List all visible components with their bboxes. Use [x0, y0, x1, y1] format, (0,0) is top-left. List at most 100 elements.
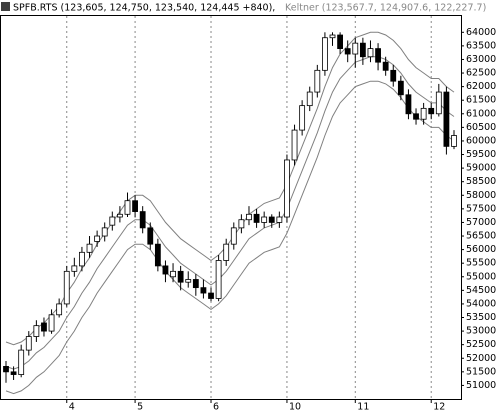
candle-body	[192, 279, 199, 289]
candle-body	[147, 227, 154, 245]
candle-body	[41, 322, 47, 332]
y-tick-label: 54000	[466, 298, 496, 309]
candle-body	[124, 200, 131, 215]
y-tick-label: 59500	[466, 149, 496, 160]
y-tick-label: 57500	[466, 203, 496, 214]
candle-body	[177, 270, 184, 283]
candle-body	[435, 91, 442, 115]
candle-body	[48, 314, 55, 332]
keltner-upper	[5, 31, 455, 346]
y-tick-label: 56500	[466, 231, 496, 242]
keltner-lower	[5, 80, 455, 395]
y-tick-label: 63000	[466, 54, 496, 65]
candle-body	[451, 135, 457, 147]
candle-body	[291, 129, 298, 161]
y-tick-label: 61000	[466, 108, 496, 119]
x-tick-label: 6	[213, 402, 219, 413]
candle-body	[230, 227, 237, 245]
y-tick-label: 62000	[466, 81, 496, 92]
y-tick-label: 54500	[466, 285, 496, 296]
y-tick-label: 51500	[466, 366, 496, 377]
candle-body	[443, 91, 450, 147]
symbol-icon	[1, 2, 10, 11]
candle-body	[56, 303, 63, 316]
y-tick-label: 52500	[466, 339, 496, 350]
candle-body	[329, 34, 336, 39]
candle-body	[116, 213, 123, 218]
candle-body	[3, 366, 9, 373]
y-tick-label: 55000	[466, 271, 496, 282]
candle-body	[306, 91, 313, 107]
candle-body	[79, 251, 85, 267]
candle-body	[314, 69, 321, 93]
candle-body	[86, 243, 93, 253]
x-tick-label: 12	[433, 402, 445, 413]
candle-body	[132, 200, 138, 212]
candle-body	[94, 235, 101, 242]
y-tick-label: 57000	[466, 217, 496, 228]
candle-body	[344, 48, 351, 55]
y-tick-label: 60500	[466, 122, 496, 133]
candle-body	[405, 94, 412, 115]
y-tick-label: 59000	[466, 163, 496, 174]
x-tick-label: 4	[69, 402, 75, 413]
candle-body	[299, 105, 306, 131]
candle-body	[375, 48, 381, 63]
candle-body	[25, 336, 32, 351]
candle-body	[139, 211, 146, 229]
chart-subtitle: Keltner (123,567.7, 124,907.6, 122,227.7…	[285, 3, 486, 14]
x-tick-label: 11	[357, 402, 369, 413]
candle-body	[208, 292, 214, 299]
candle-body	[185, 279, 192, 283]
y-tick-label: 64000	[466, 27, 496, 38]
candle-body	[10, 371, 17, 375]
candle-body	[284, 159, 290, 218]
candle-body	[420, 107, 427, 120]
y-tick-label: 53500	[466, 312, 496, 323]
candle-body	[154, 243, 161, 267]
candle-body	[109, 216, 116, 226]
y-tick-label: 56000	[466, 244, 496, 255]
candle-body	[238, 219, 245, 229]
candle-body	[215, 260, 222, 299]
candle-body	[268, 216, 275, 223]
y-tick-label: 52000	[466, 353, 496, 364]
y-tick-label: 53000	[466, 326, 496, 337]
y-tick-label: 55500	[466, 258, 496, 269]
chart-title: SPFB.RTS (123,605, 124,750, 123,540, 124…	[13, 3, 275, 14]
candle-body	[382, 61, 389, 71]
candle-body	[223, 243, 230, 261]
y-tick-label: 61500	[466, 95, 496, 106]
y-tick-label: 51000	[466, 380, 496, 391]
candle-body	[397, 80, 404, 96]
candle-body	[33, 325, 40, 337]
candle-body	[428, 107, 435, 115]
candle-body	[71, 265, 78, 272]
x-tick-label: 5	[137, 402, 143, 413]
candle-body	[390, 69, 397, 82]
x-tick-label: 10	[289, 402, 301, 413]
candle-body	[261, 216, 268, 223]
candle-body	[170, 270, 176, 278]
y-tick-label: 62500	[466, 68, 496, 79]
candle-body	[253, 213, 260, 223]
candle-body	[322, 37, 328, 71]
plot-frame	[0, 15, 462, 400]
candle-body	[246, 213, 252, 221]
candle-body	[337, 34, 344, 49]
candle-body	[367, 48, 374, 58]
candle-body	[359, 42, 366, 58]
candle-body	[200, 287, 207, 294]
y-tick-label: 58000	[466, 190, 496, 201]
candle-body	[101, 227, 108, 237]
candle-body	[276, 216, 283, 223]
candle-body	[352, 42, 359, 55]
candle-body	[63, 270, 70, 305]
candle-body	[413, 113, 419, 120]
y-tick-label: 58500	[466, 176, 496, 187]
y-tick-label: 63500	[466, 40, 496, 51]
y-tick-label: 60000	[466, 135, 496, 146]
candle-body	[162, 265, 169, 275]
